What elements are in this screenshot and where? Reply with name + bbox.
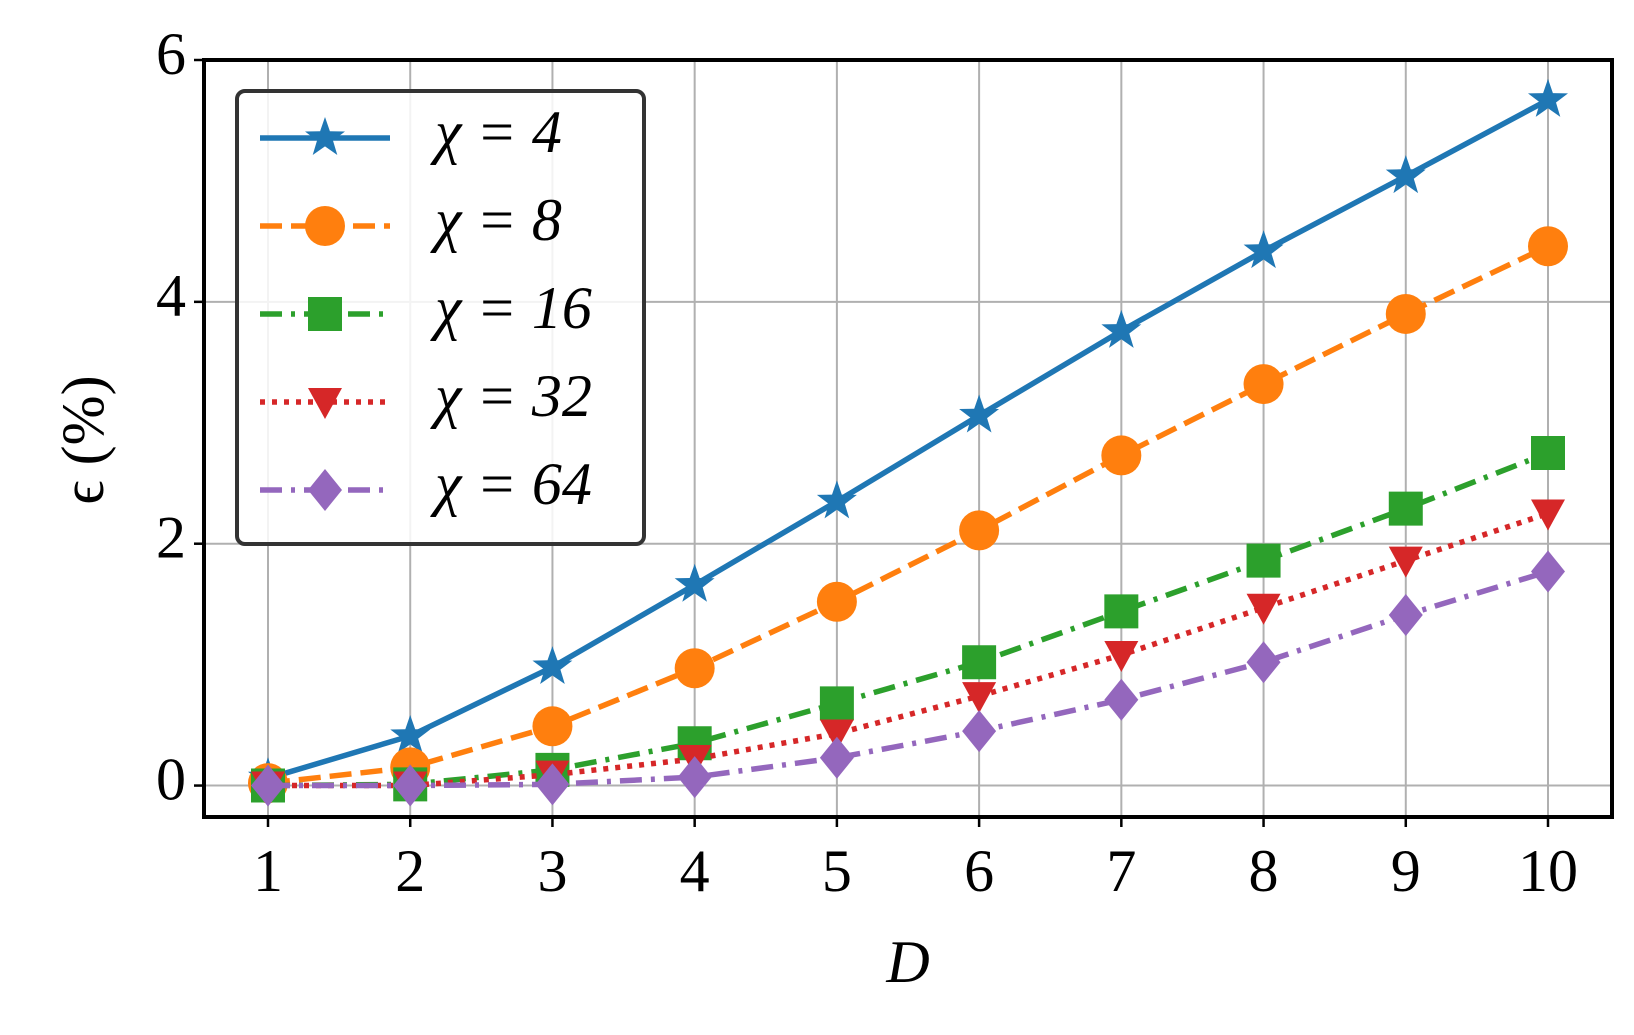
marker [1104,678,1139,721]
legend-box [235,89,646,546]
x-tick-label: 9 [1391,838,1421,904]
x-tick-label: 8 [1249,838,1279,904]
marker [1528,78,1568,117]
series-line [267,243,1550,786]
marker [1388,491,1423,526]
marker [305,117,345,155]
x-tick-label: 10 [1518,838,1578,904]
marker [308,388,342,419]
series-line [267,97,1550,781]
y-tick-label: 2 [156,504,186,570]
marker [535,763,570,806]
y-tick-label: 0 [156,746,186,812]
marker [962,645,997,680]
marker [532,646,573,684]
legend-label: χ = 32 [430,363,592,429]
marker [1246,641,1281,684]
marker [251,764,285,807]
x-tick-label: 7 [1106,838,1136,904]
marker [816,581,857,622]
marker [1385,155,1426,194]
marker [1385,293,1426,334]
x-tick-label: 6 [964,838,994,904]
marker [532,706,573,747]
marker [1246,593,1281,625]
legend-label: χ = 4 [430,99,562,165]
x-tick-label: 4 [680,838,710,904]
x-tick-label: 1 [253,838,283,904]
marker [816,480,857,519]
legend-label: χ = 16 [430,275,592,341]
marker [390,715,431,753]
marker [1531,499,1565,531]
x-tick-label: 2 [395,838,425,904]
marker [677,756,712,799]
series-line [268,510,1549,789]
plot-frame [202,58,1614,819]
marker [1246,543,1281,578]
marker [1101,309,1142,348]
marker [1104,640,1139,672]
legend-label: χ = 64 [430,451,592,517]
marker [393,764,428,807]
marker [959,394,1000,433]
y-axis-label: ϵ (%) [50,375,116,504]
marker [819,719,854,751]
y-tick-label: 4 [156,263,186,329]
marker [1388,594,1423,637]
marker [674,563,715,602]
marker [1528,226,1568,267]
marker [1531,550,1565,593]
marker [962,710,997,753]
marker [308,297,342,331]
marker [1104,594,1139,629]
marker [959,510,1000,551]
marker [1101,435,1142,476]
marker [674,648,715,689]
x-tick-label: 5 [822,838,852,904]
marker [819,686,854,721]
marker [1243,364,1284,405]
series-line [267,450,1550,789]
x-tick-label: 3 [537,838,567,904]
marker [1388,546,1423,578]
marker [962,682,997,714]
y-tick-label: 6 [156,21,186,87]
x-axis-label: D [885,929,929,995]
marker [308,469,342,511]
marker [305,206,345,246]
marker [1243,230,1284,269]
marker [819,736,854,779]
marker [1531,436,1565,471]
legend-label: χ = 8 [430,187,562,253]
